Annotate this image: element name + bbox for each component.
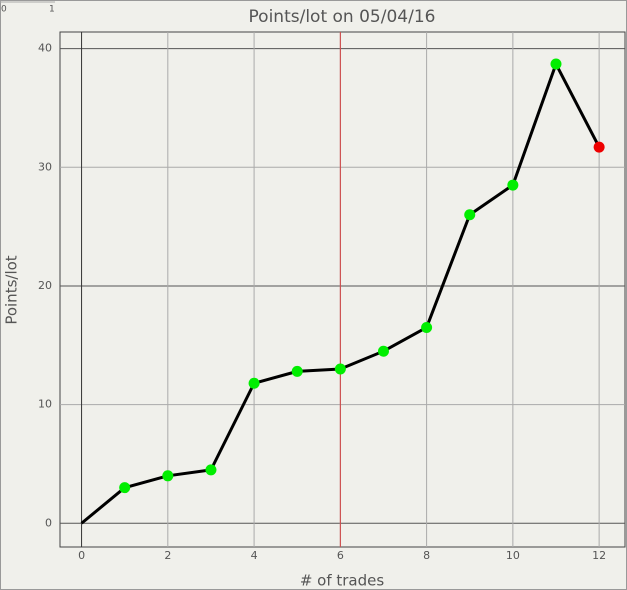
marker <box>593 141 605 153</box>
x-axis-label: # of trades <box>300 572 385 590</box>
y-tick-label: 40 <box>38 42 52 55</box>
y-tick-label: 0 <box>45 516 52 529</box>
y-tick-label: 30 <box>38 160 52 173</box>
x-tick-label: 10 <box>506 549 520 562</box>
marker <box>119 482 131 494</box>
marker <box>162 470 174 482</box>
chart-title: Points/lot on 05/04/16 <box>249 7 436 27</box>
x-tick-label: 4 <box>251 549 258 562</box>
marker <box>334 363 346 375</box>
y-tick-label: 10 <box>38 398 52 411</box>
marker <box>421 321 433 333</box>
y-tick-label: 20 <box>38 279 52 292</box>
x-tick-label: 0 <box>78 549 85 562</box>
y-axis-label: Points/lot <box>3 255 21 324</box>
marker <box>205 464 217 476</box>
marker <box>248 377 260 389</box>
marker <box>291 365 303 377</box>
x-tick-label: 12 <box>592 549 606 562</box>
marker <box>377 345 389 357</box>
ruler-label: 1 <box>49 5 55 15</box>
x-tick-label: 6 <box>337 549 344 562</box>
marker <box>550 58 562 70</box>
x-tick-label: 2 <box>164 549 171 562</box>
x-tick-label: 8 <box>423 549 430 562</box>
plot-area <box>59 31 626 548</box>
ruler-label: 0 <box>1 5 7 15</box>
marker <box>507 179 519 191</box>
marker <box>464 209 476 221</box>
